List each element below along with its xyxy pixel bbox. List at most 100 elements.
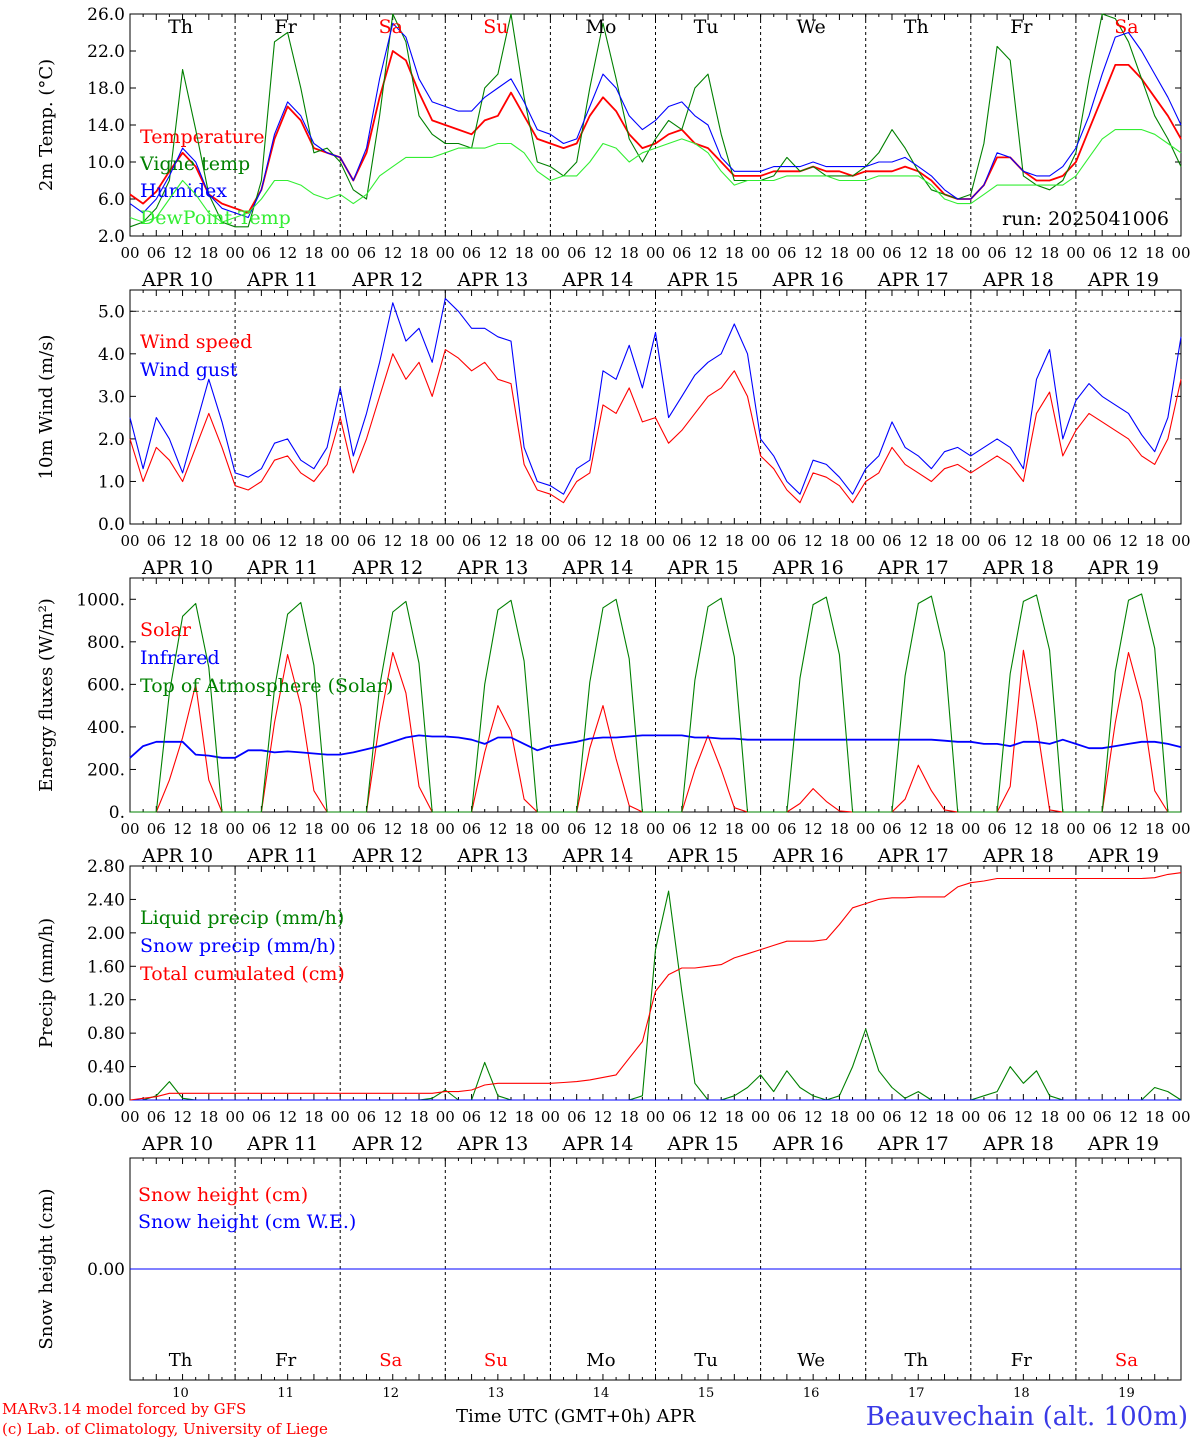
hour-tick-label: 18 xyxy=(199,1108,218,1126)
hour-tick-label: 12 xyxy=(909,532,928,550)
hour-tick-label: 18 xyxy=(620,820,639,838)
y-tick-label: 0. xyxy=(109,803,125,823)
hour-tick-label: 00 xyxy=(646,1108,665,1126)
legend-entry: Vigne temp xyxy=(139,153,250,175)
hour-tick-label: 00 xyxy=(646,244,665,262)
hour-tick-label: 12 xyxy=(699,820,718,838)
date-label: APR 16 xyxy=(772,1133,844,1155)
hour-tick-label: 18 xyxy=(304,820,323,838)
day-number-label: 14 xyxy=(593,1386,610,1401)
y-axis-title: 2m Temp. (°C) xyxy=(36,59,57,191)
hour-tick-label: 12 xyxy=(1119,1108,1138,1126)
hour-tick-label: 12 xyxy=(383,244,402,262)
series-line-0 xyxy=(129,50,1182,214)
weekday-label: Mo xyxy=(586,1350,615,1371)
hour-tick-label: 18 xyxy=(409,1108,428,1126)
y-tick-label: 14.0 xyxy=(87,116,125,136)
hour-tick-label: 06 xyxy=(988,532,1007,550)
y-tick-label: 1000. xyxy=(76,590,125,610)
hour-tick-label: 18 xyxy=(830,820,849,838)
hour-tick-label: 06 xyxy=(462,1108,481,1126)
y-tick-label: 5.0 xyxy=(98,302,125,322)
series-line-3 xyxy=(129,129,1182,223)
hour-tick-label: 12 xyxy=(383,532,402,550)
y-tick-label: 4.0 xyxy=(98,345,125,365)
date-label: APR 13 xyxy=(456,269,528,291)
hour-tick-label: 06 xyxy=(357,532,376,550)
hour-tick-label: 00 xyxy=(226,1108,245,1126)
hour-tick-label: 00 xyxy=(751,532,770,550)
y-tick-label: 2.80 xyxy=(87,857,125,877)
date-label: APR 16 xyxy=(772,845,844,867)
hour-tick-label: 12 xyxy=(383,1108,402,1126)
hour-tick-label: 00 xyxy=(331,1108,350,1126)
date-label: APR 11 xyxy=(246,845,318,867)
hour-tick-label: 06 xyxy=(252,820,271,838)
series-line-1 xyxy=(129,297,1182,495)
day-number-label: 19 xyxy=(1118,1386,1135,1401)
hour-tick-label: 06 xyxy=(777,244,796,262)
hour-tick-label: 00 xyxy=(961,1108,980,1126)
y-tick-label: 10.0 xyxy=(87,153,125,173)
hour-tick-label: 12 xyxy=(488,244,507,262)
y-tick-label: 0.40 xyxy=(87,1058,125,1078)
y-tick-label: 800. xyxy=(87,633,125,653)
date-label: APR 13 xyxy=(456,1133,528,1155)
date-label: APR 10 xyxy=(141,557,213,579)
hour-tick-label: 12 xyxy=(1014,532,1033,550)
day-number-label: 18 xyxy=(1013,1386,1030,1401)
hour-tick-label: 00 xyxy=(226,532,245,550)
hour-tick-label: 00 xyxy=(120,1108,139,1126)
hour-tick-label: 06 xyxy=(462,244,481,262)
date-label: APR 19 xyxy=(1087,557,1159,579)
hour-tick-label: 06 xyxy=(882,532,901,550)
hour-tick-label: 12 xyxy=(1014,244,1033,262)
date-label: APR 13 xyxy=(456,557,528,579)
hour-tick-label: 18 xyxy=(515,1108,534,1126)
hour-tick-label: 18 xyxy=(725,1108,744,1126)
y-axis-title: Snow height (cm) xyxy=(36,1188,57,1349)
hour-tick-label: 12 xyxy=(699,1108,718,1126)
hour-tick-label: 00 xyxy=(436,532,455,550)
hour-tick-label: 12 xyxy=(488,820,507,838)
hour-tick-label: 06 xyxy=(777,820,796,838)
hour-tick-label: 18 xyxy=(935,532,954,550)
hour-tick-label: 06 xyxy=(882,820,901,838)
legend-entry: Total cumulated (cm) xyxy=(140,963,345,985)
date-label: APR 18 xyxy=(982,269,1054,291)
hour-tick-label: 18 xyxy=(1040,244,1059,262)
x-axis-title: Time UTC (GMT+0h) APR xyxy=(456,1406,696,1427)
hour-tick-label: 18 xyxy=(620,244,639,262)
hour-tick-label: 00 xyxy=(646,532,665,550)
y-tick-label: 1.20 xyxy=(87,991,125,1011)
hour-tick-label: 18 xyxy=(304,532,323,550)
hour-tick-label: 06 xyxy=(567,244,586,262)
weekday-label: Th xyxy=(904,1350,928,1371)
legend-entry: Wind gust xyxy=(140,359,238,381)
hour-tick-label: 00 xyxy=(436,820,455,838)
hour-tick-label: 12 xyxy=(593,1108,612,1126)
date-label: APR 18 xyxy=(982,1133,1054,1155)
date-label: APR 12 xyxy=(351,557,423,579)
hour-tick-label: 12 xyxy=(593,244,612,262)
hour-tick-label: 12 xyxy=(1014,1108,1033,1126)
hour-tick-label: 00 xyxy=(541,1108,560,1126)
series-line-2 xyxy=(129,22,1182,219)
date-label: APR 12 xyxy=(351,269,423,291)
hour-tick-label: 12 xyxy=(804,1108,823,1126)
weekday-label: Sa xyxy=(379,1350,402,1371)
legend-entry: Snow height (cm W.E.) xyxy=(138,1211,356,1233)
legend-entry: Liquid precip (mm/h) xyxy=(140,907,344,929)
hour-tick-label: 18 xyxy=(409,244,428,262)
hour-tick-label: 06 xyxy=(988,1108,1007,1126)
y-tick-label: 200. xyxy=(87,760,125,780)
hour-tick-label: 06 xyxy=(567,1108,586,1126)
legend-entry: DewPoint Temp xyxy=(140,207,291,229)
date-label: APR 17 xyxy=(877,1133,949,1155)
weekday-label: Fr xyxy=(275,1350,296,1371)
date-label: APR 14 xyxy=(561,1133,633,1155)
hour-tick-label: 18 xyxy=(1145,820,1164,838)
y-tick-label: 0.0 xyxy=(98,515,125,535)
hour-tick-label: 06 xyxy=(147,244,166,262)
date-label: APR 18 xyxy=(982,557,1054,579)
